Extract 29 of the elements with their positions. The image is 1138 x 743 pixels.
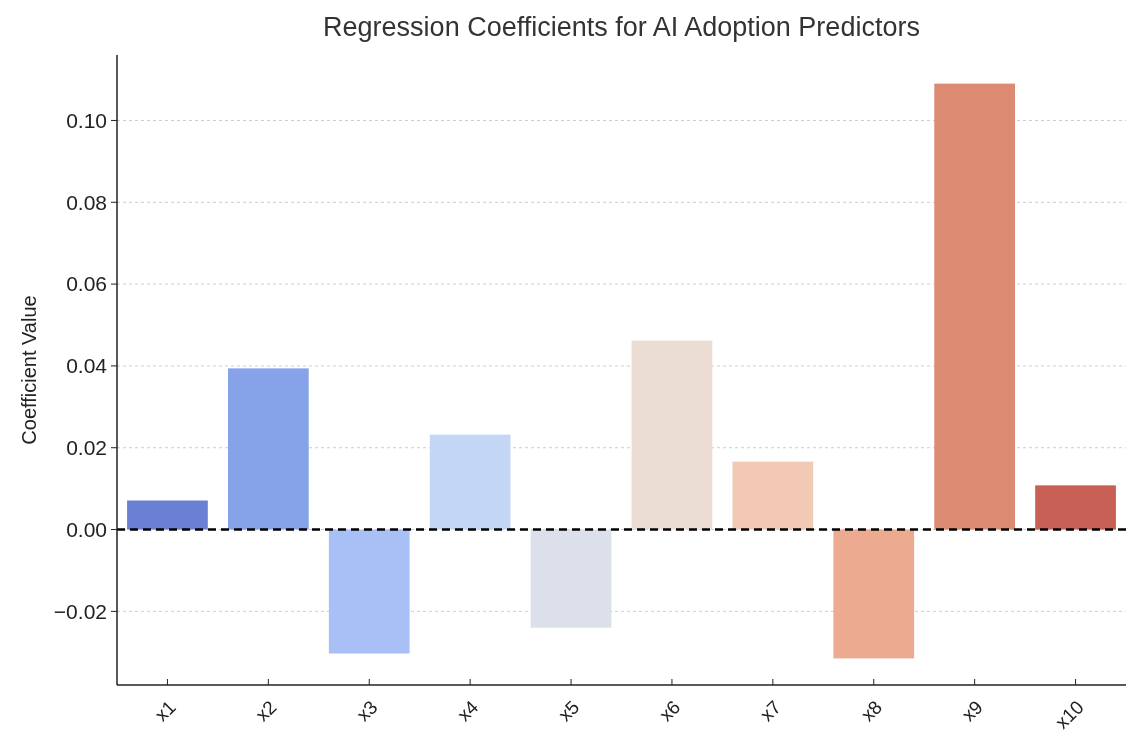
y-axis-title: Coefficient Value [18,295,40,445]
y-tick-label: 0.08 [66,190,107,214]
bar [328,529,410,654]
x-tick-label: x6 [655,696,685,726]
bar [732,461,814,530]
x-tick-label: x7 [756,696,786,726]
y-tick-label: 0.06 [66,272,107,296]
y-tick-label: 0.02 [66,436,107,460]
x-tick-label: x10 [1051,696,1088,733]
x-tick-label: x5 [554,696,584,726]
chart-title: Regression Coefficients for AI Adoption Predictors [323,12,920,42]
bar [631,340,713,530]
x-tick-label: x8 [856,696,886,726]
x-tick-label: x1 [150,696,180,726]
x-tick-label: x9 [957,696,987,726]
bar [227,368,309,530]
bar [127,500,208,530]
bar [530,529,612,628]
bar [833,529,915,659]
y-tick-label: 0.10 [66,108,107,132]
y-tick-label: 0.00 [66,517,107,541]
x-tick-label: x4 [453,696,483,726]
x-tick-label: x2 [251,696,281,726]
bar [429,434,511,530]
bar [1035,485,1116,530]
x-tick-label: x3 [352,696,382,726]
bar [934,83,1016,530]
y-tick-label: −0.02 [53,599,107,623]
y-tick-label: 0.04 [66,354,108,378]
